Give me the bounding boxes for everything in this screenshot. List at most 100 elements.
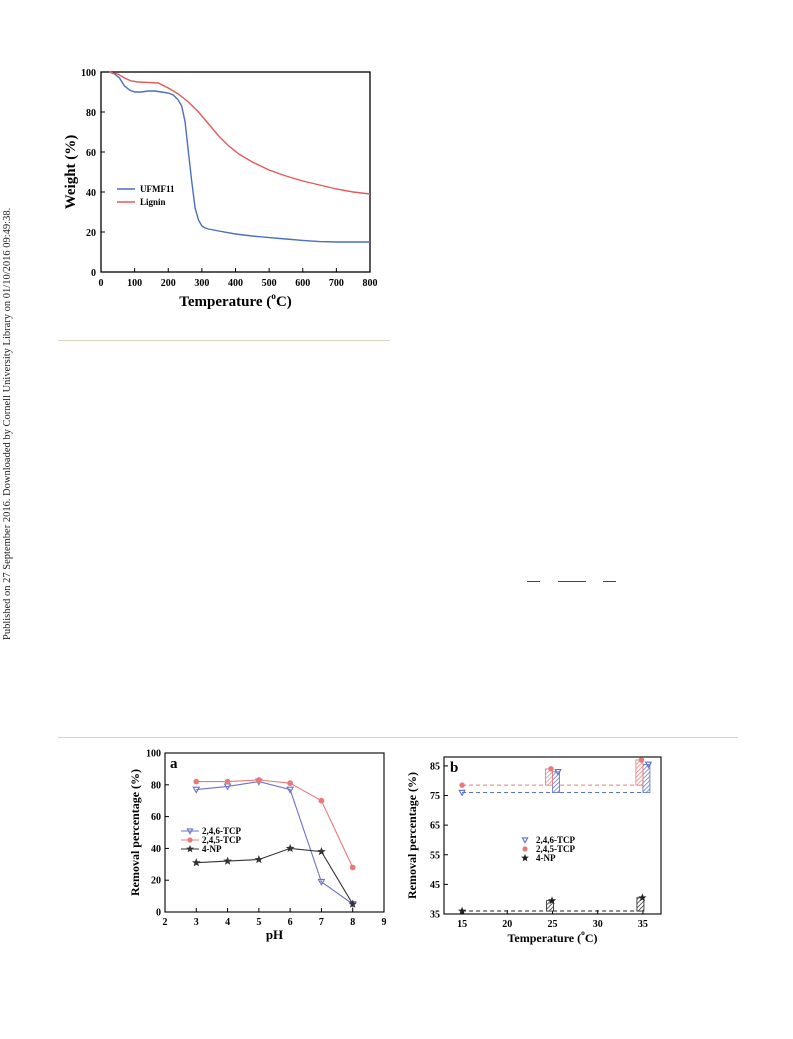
legend-label: 4-NP	[202, 844, 222, 854]
data-point	[638, 757, 645, 763]
x-tick-label: 600	[295, 278, 310, 289]
y-tick-label: 75	[430, 791, 440, 802]
data-point	[317, 847, 326, 856]
x-tick-label: 35	[638, 919, 648, 930]
x-tick-label: 30	[593, 919, 603, 930]
y-tick-label: 80	[86, 108, 96, 119]
data-point	[191, 858, 201, 867]
legend-label: 4-NP	[536, 853, 556, 863]
x-tick-label: 4	[225, 917, 230, 928]
x-tick-label: 9	[382, 917, 387, 928]
y-tick-label: 85	[430, 761, 440, 772]
data-point	[554, 769, 562, 776]
x-tick-label: 400	[228, 278, 243, 289]
increase-bar	[635, 759, 644, 786]
x-tick-label: 20	[502, 919, 512, 930]
data-point	[459, 782, 465, 788]
y-tick-label: 100	[81, 68, 96, 79]
panel-label: b	[450, 760, 458, 776]
series-line	[196, 781, 354, 905]
data-point	[548, 766, 554, 772]
series-line	[196, 779, 354, 868]
legend-label: 2,4,6-TCP	[536, 835, 575, 845]
data-point	[285, 843, 295, 853]
temperature-panel-b: b 15 20 25 30 35 35 45 55 65 75 85 Temperature (oC) R…	[405, 756, 662, 945]
data-point	[318, 797, 325, 804]
y-tick-label: 40	[86, 188, 96, 199]
legend-marker	[186, 844, 194, 853]
x-axis-title: Temperature (oC)	[179, 292, 292, 310]
y-tick-label: 40	[151, 844, 161, 855]
y-tick-label: 80	[151, 780, 161, 791]
tga-plot: 0 100 200 300 400 500 600 700 800 0 20 40 60 80 100 Tem…	[63, 68, 378, 310]
y-tick-label: 65	[430, 821, 440, 832]
data-point	[286, 786, 295, 794]
y-tick-label: 35	[430, 910, 440, 921]
data-point	[458, 789, 466, 797]
series-line-ufmf11	[109, 71, 370, 243]
x-tick-label: 6	[288, 917, 293, 928]
legend-marker	[186, 828, 194, 835]
data-point	[193, 778, 200, 785]
x-tick-label: 800	[363, 278, 378, 289]
y-tick-label: 100	[146, 749, 161, 760]
data-point	[638, 893, 647, 902]
legend-marker	[521, 837, 529, 844]
y-tick-label: 0	[156, 908, 161, 919]
x-tick-label: 8	[350, 917, 355, 928]
fraction-bar	[558, 581, 586, 582]
y-axis-title: Weight (%)	[63, 135, 79, 210]
fraction-bar	[603, 581, 616, 582]
legend-label: 2,4,6-TCP	[202, 826, 241, 836]
y-tick-label: 20	[86, 228, 96, 239]
x-axis-title: pH	[266, 927, 283, 942]
y-axis-title: Removal percentage (%)	[128, 769, 142, 896]
ph-panel-a: a 2 3 4 5 6 7 8 9 0 20 40 60 80 100 pH Removal percentag…	[128, 749, 387, 943]
series-line-lignin	[109, 71, 371, 195]
data-point	[457, 906, 467, 915]
y-tick-label: 0	[91, 268, 96, 279]
x-tick-label: 300	[194, 278, 209, 289]
series-line	[196, 847, 354, 905]
data-point	[224, 778, 231, 785]
data-point	[287, 780, 294, 787]
legend-label: UFMF11	[140, 184, 175, 194]
data-point	[255, 777, 262, 783]
x-tick-label: 7	[319, 917, 324, 928]
data-point	[223, 856, 232, 865]
legend-label: Lignin	[140, 197, 166, 207]
legend-marker	[522, 846, 528, 852]
data-point	[348, 899, 358, 908]
data-point	[254, 854, 264, 864]
legend-label: 2,4,5-TCP	[202, 835, 241, 845]
x-tick-label: 200	[161, 278, 176, 289]
data-point	[192, 786, 201, 794]
x-axis-title: Temperature (oC)	[507, 928, 597, 945]
plot-frame	[164, 752, 385, 913]
x-tick-label: 700	[329, 278, 344, 289]
legend-label: 2,4,5-TCP	[536, 844, 575, 854]
figure-divider-top	[58, 340, 390, 341]
y-tick-label: 60	[151, 812, 161, 823]
y-tick-label: 55	[430, 850, 440, 861]
x-tick-label: 5	[256, 917, 261, 928]
legend-marker	[521, 853, 529, 862]
x-tick-label: 2	[163, 917, 168, 928]
legend-marker	[187, 837, 193, 843]
data-point	[317, 878, 326, 886]
x-tick-label: 0	[99, 278, 104, 289]
data-point	[644, 761, 653, 769]
increase-bar	[642, 764, 651, 793]
x-tick-label: 100	[127, 278, 142, 289]
panel-label: a	[170, 756, 178, 772]
x-tick-label: 25	[548, 919, 558, 930]
figure-divider-bottom	[58, 737, 738, 738]
data-point	[547, 896, 557, 905]
y-axis-title: Removal percentage (%)	[405, 772, 419, 899]
y-tick-label: 60	[86, 148, 96, 159]
x-tick-label: 15	[457, 919, 467, 930]
y-tick-label: 45	[430, 880, 440, 891]
y-tick-label: 20	[151, 876, 161, 887]
x-tick-label: 3	[194, 917, 199, 928]
